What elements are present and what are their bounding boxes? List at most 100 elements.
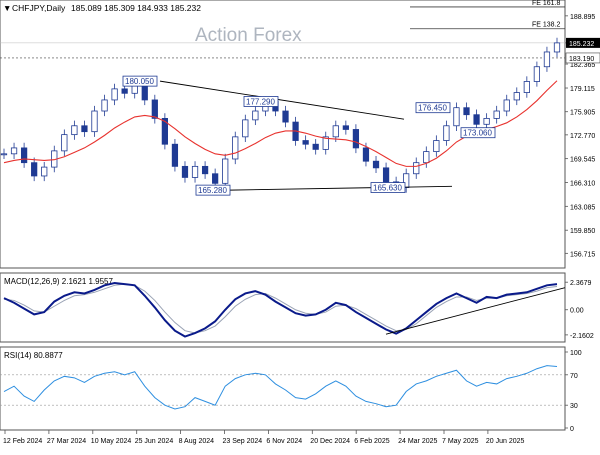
- candle-body: [413, 162, 420, 175]
- price-y-tick-label: 163.085: [570, 204, 595, 211]
- price-label-text: 173.060: [463, 129, 492, 138]
- price-y-tick-label: 169.545: [570, 157, 595, 164]
- candle-body: [443, 125, 450, 141]
- price-label-box: [370, 182, 406, 193]
- rsi-y-tick-label: 100: [570, 350, 582, 357]
- candle-body: [41, 166, 48, 177]
- x-tick-label: 24 Mar 2025: [398, 438, 437, 445]
- candle-body: [121, 88, 128, 94]
- price-label-box: [460, 127, 496, 139]
- rsi-y-tick-label: 0: [570, 426, 574, 433]
- candle-body: [282, 110, 289, 123]
- candle-body: [423, 151, 430, 164]
- candle-body: [161, 117, 168, 145]
- candle-body: [332, 125, 339, 138]
- current-price-label: 185.232: [569, 41, 594, 48]
- macd-y-tick-label: -2.1602: [570, 333, 594, 340]
- x-tick-label: 20 Jun 2025: [486, 438, 525, 445]
- x-tick-label: 6 Feb 2025: [354, 438, 390, 445]
- candle-body: [543, 51, 551, 68]
- macd-line: [3, 281, 558, 338]
- candle-body: [61, 134, 68, 152]
- rsi-y-tick-label: 70: [570, 373, 578, 380]
- candle-body: [453, 107, 460, 127]
- candle-body: [201, 165, 209, 175]
- candle-body: [493, 110, 500, 119]
- rsi-line: [3, 365, 558, 410]
- candle-body: [372, 160, 380, 169]
- price-y-tick-label: 182.365: [570, 62, 595, 69]
- candle-body: [71, 125, 78, 136]
- current-price-badge: [566, 37, 600, 48]
- candle-body: [312, 143, 319, 150]
- candle-body: [0, 153, 8, 156]
- candle-body: [533, 66, 541, 82]
- x-tick-label: 12 Feb 2024: [3, 438, 42, 445]
- candle-body: [503, 99, 510, 112]
- candle-body: [302, 140, 309, 145]
- candle-body: [171, 143, 179, 167]
- candle-body: [232, 136, 239, 160]
- candle-body: [212, 173, 219, 184]
- candle-body: [151, 99, 158, 119]
- price-label: 165.630: [370, 182, 406, 193]
- candle-body: [342, 125, 349, 130]
- x-tick-label: 8 Aug 2024: [179, 438, 215, 445]
- price-label-box: [243, 96, 279, 107]
- price-y-tick-label: 188.895: [570, 14, 595, 21]
- candle-body: [382, 167, 390, 183]
- x-tick-label: 25 Jun 2024: [135, 438, 174, 445]
- x-tick-label: 7 May 2025: [442, 438, 479, 445]
- macd-y-tick-label: 0.00: [570, 308, 584, 315]
- candle-body: [553, 42, 561, 53]
- x-tick-label: 27 Mar 2024: [47, 438, 86, 445]
- candle-body: [433, 140, 440, 153]
- candle-body: [252, 110, 259, 121]
- reference-price-badge: [565, 52, 600, 64]
- candle-body: [31, 162, 38, 177]
- macd-label: MACD(12,26,9) 2.1621 1.9557: [4, 277, 114, 286]
- candle-body: [10, 147, 18, 155]
- candle-body: [352, 129, 360, 149]
- watermark: Action Forex: [195, 25, 302, 46]
- macd-trendline: [385, 287, 566, 335]
- macd-layer: 2.3679 0.00 -2.1602: [3, 280, 594, 340]
- x-tick-label: 10 May 2024: [91, 438, 132, 445]
- x-tick-label: 23 Sep 2024: [223, 438, 263, 445]
- candle-body: [181, 165, 189, 178]
- price-label-box: [195, 184, 231, 196]
- x-tick-label: 6 Nov 2024: [266, 438, 302, 445]
- candle-body: [513, 92, 520, 101]
- rsi-label: RSI(14) 80.8877: [4, 351, 63, 360]
- candle-body: [322, 136, 329, 150]
- symbol-label-arrow: ▼: [3, 3, 11, 13]
- candle-body: [91, 110, 98, 133]
- price-label: 180.050: [122, 75, 158, 87]
- price-label-box: [122, 75, 158, 87]
- fib-level-label: FE 138.2: [532, 22, 561, 29]
- candle-body: [483, 117, 490, 125]
- price-label: 173.060: [460, 127, 496, 139]
- price-label-box: [415, 102, 451, 114]
- candle-body: [111, 88, 118, 101]
- candle-body: [403, 173, 410, 188]
- price-label-text: 176.450: [418, 104, 447, 113]
- price-label: 165.280: [195, 184, 231, 196]
- candle-body: [222, 158, 229, 184]
- price-label-text: 165.280: [198, 186, 227, 195]
- candle-body: [81, 125, 88, 133]
- symbol-label: CHFJPY,Daily: [12, 3, 66, 13]
- candle-body: [473, 114, 480, 125]
- macd-signal-line: [3, 283, 558, 334]
- candle-body: [242, 119, 249, 138]
- price-y-tick-label: 156.715: [570, 251, 595, 258]
- candle-body: [362, 147, 370, 162]
- price-layer: FE 161.8 FE 138.2 180.050 177.290 176.450 165…: [0, 0, 600, 258]
- fib-level-label: FE 161.8: [532, 0, 561, 7]
- candle-body: [101, 99, 108, 112]
- price-y-tick-label: 159.850: [570, 228, 595, 235]
- price-label-text: 180.050: [125, 77, 154, 86]
- price-trendline: [159, 80, 405, 120]
- candle-body: [20, 147, 28, 164]
